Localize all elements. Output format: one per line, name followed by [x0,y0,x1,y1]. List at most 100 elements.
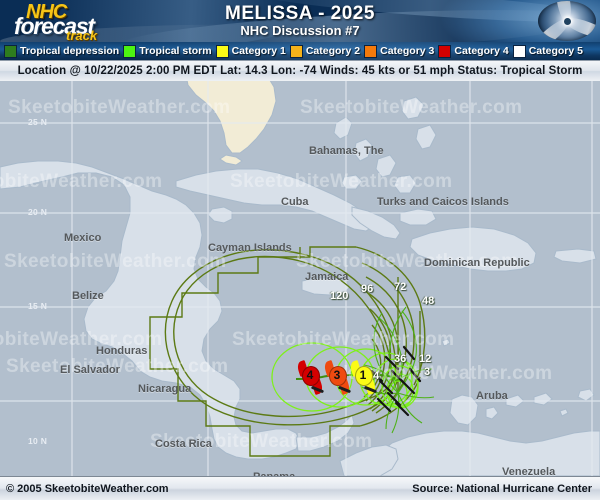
model-line [388,306,407,394]
legend-item-2: Tropical storm [119,44,212,58]
logo-text-forecast: forecast [14,13,95,39]
legend-label: Category 3 [380,45,435,57]
model-spaghetti-lines [361,306,435,434]
cone-arc-e [365,324,386,402]
map-graphics [0,81,600,476]
legend-label: Category 4 [454,45,509,57]
legend-item-1: Tropical depression [0,44,120,58]
land-aruba [485,406,499,420]
logo-text-track: track [66,28,98,42]
model-line [373,312,399,394]
wind-barb [378,379,394,395]
forecast-track-map[interactable]: SkeetobiteWeather.com SkeetobiteWeather.c… [0,81,600,476]
land-jamaica [301,277,351,296]
land-bahamas-2 [353,138,373,162]
legend-swatch [438,44,452,58]
land-florida [186,81,277,154]
storm-category-number: 1 [359,368,367,382]
wind-barb [370,369,384,383]
legend-label: Tropical depression [20,45,120,57]
model-line [397,392,423,424]
source-text: Source: National Hurricane Center [412,483,592,495]
satellite-eye [563,17,571,25]
wind-barb [402,345,416,361]
nhc-forecast-track-logo[interactable]: NHC forecast track [8,1,178,42]
legend-item-5: Category 3 [360,44,435,58]
wind-barb [394,401,410,417]
wind-barb [408,367,422,383]
footer-bar: © 2005 SkeetobiteWeather.com Source: Nat… [0,476,600,500]
category-4-marker[interactable]: 4 [295,359,325,396]
latlon-gridlines [0,81,600,476]
legend-glow [150,42,570,60]
wind-barb [386,391,402,407]
legend-swatch [512,44,526,58]
land-colombia-north [339,444,399,476]
discussion-subtitle: NHC Discussion #7 [240,23,360,38]
storm-title: MELISSA - 2025 [225,3,375,24]
legend-item-7: Category 5 [509,44,583,58]
header-banner: NHC forecast track MELISSA - 2025 NHC Di… [0,0,600,42]
land-puerto-rico [553,248,597,264]
wind-barb-ticks [370,345,422,417]
storm-status-bar: Location @ 10/22/2025 2:00 PM EDT Lat: 1… [0,60,600,82]
legend-swatch [289,44,303,58]
cone-arc-a [361,262,415,414]
cone-ring-1 [164,249,397,426]
wind-radius-120h [271,342,353,412]
land-florida-keys [219,154,243,166]
storm-category-number: 4 [306,368,314,382]
land-guajira [449,394,479,426]
hurricane-satellite-icon [538,1,596,41]
wind-barb [384,355,400,371]
land-bonaire [533,392,553,406]
land-panama [295,414,355,452]
land-cuba-east [351,206,401,240]
legend-swatch [123,44,137,58]
land-central-america [0,160,301,460]
land-isla-juventud [207,206,233,224]
storm-symbol-body [355,366,373,386]
cone-right-1 [355,246,426,386]
legend-label: Category 5 [528,45,583,57]
storm-category-number: 3 [333,368,341,382]
cone-step-box [149,339,360,457]
legend-swatch [4,44,17,58]
copyright-text: © 2005 SkeetobiteWeather.com [6,483,169,495]
category-3-marker[interactable]: 3 [322,359,352,396]
land-bahamas-3 [375,154,397,178]
legend-label: Category 2 [305,45,361,57]
model-line [363,364,397,382]
storm-status-text: Location @ 10/22/2025 2:00 PM EDT Lat: 1… [17,65,583,77]
land-speck-1 [559,408,569,417]
land-bahamas-5 [415,124,437,150]
category-1-marker[interactable]: 1 [348,359,378,396]
land-bahamas-7 [341,174,363,190]
storm-symbol-body [329,366,347,386]
cone-step-box-upper [149,246,356,339]
logo-text-nhc: NHC [26,1,67,23]
wind-barb [376,397,392,413]
land-south-america [379,430,600,476]
land-bahamas-4 [393,174,417,194]
model-line [397,392,435,399]
legend-item-6: Category 4 [434,44,509,58]
legend-swatch [364,44,378,58]
land-speck-2 [441,338,451,347]
legend-label: Category 1 [231,45,286,57]
cone-outer-boundary [173,255,393,418]
storm-symbol-body [302,366,320,386]
land-bahamas-1 [333,116,353,140]
land-cuba [175,168,373,232]
legend-item-3: Category 1 [212,44,286,58]
land-hispaniola [409,226,537,272]
legend-item-4: Category 2 [286,44,361,58]
land-turks [399,208,437,226]
land-lesser-antilles [577,388,595,402]
land-bahamas-6 [401,96,425,120]
legend-swatch [215,44,229,58]
model-line [391,392,400,434]
wind-barb [400,379,416,395]
legend-label: Tropical storm [139,45,212,57]
